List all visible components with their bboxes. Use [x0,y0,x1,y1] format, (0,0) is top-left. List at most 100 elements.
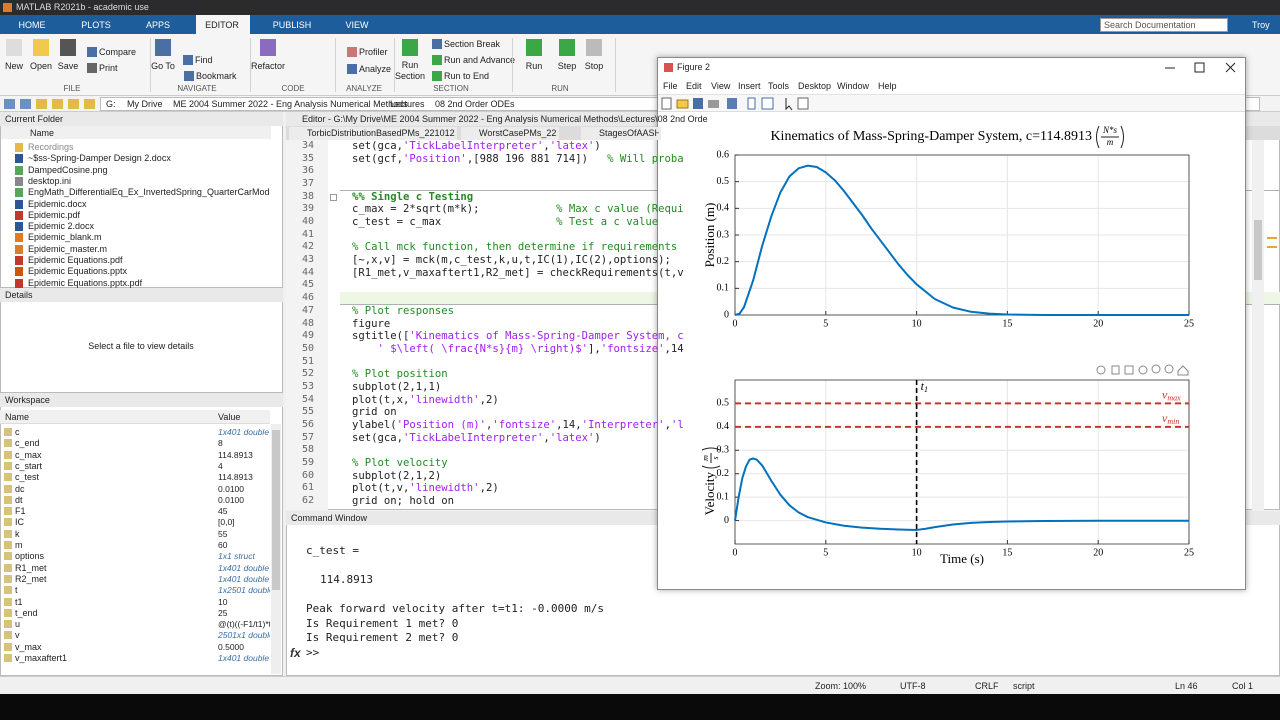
variable-name[interactable]: dc [15,483,25,494]
code-line[interactable]: figure [352,317,391,330]
toolstrip-button[interactable]: Compare [99,47,137,57]
ribbon-tab[interactable]: EDITOR [205,20,239,30]
nav-icon[interactable] [36,99,47,109]
variable-name[interactable]: m [15,540,23,550]
toolstrip-icon[interactable] [260,39,276,56]
file-entry[interactable]: Epidemic_master.m [28,243,108,254]
prompt-icon[interactable]: fx [290,646,301,660]
code-line[interactable]: grid on [352,406,397,419]
code-line[interactable]: ' $\left( \frac{N*s}{m} \right)$'],'font… [377,342,684,355]
close-button[interactable] [1225,62,1236,73]
scroll-thumb[interactable] [272,430,280,590]
new-icon[interactable] [661,97,672,110]
toolstrip-button[interactable]: New [4,61,24,71]
code-line[interactable]: [R1_met,v_maxaftert1,R2_met] = checkRequ… [352,266,684,279]
ribbon-tab[interactable]: PLOTS [81,20,111,30]
nav-icon[interactable] [20,99,31,109]
variable-name[interactable]: c_end [15,438,40,449]
nav-icon[interactable] [84,99,95,109]
code-line[interactable]: set(gcf,'Position',[988 196 881 714]) % … [352,152,684,165]
datatip-icon[interactable] [1111,365,1120,375]
variable-name[interactable]: t_end [15,607,38,618]
variable-name[interactable]: R2_met [15,573,47,584]
code-line[interactable]: subplot(2,1,1) [352,380,442,393]
pointer-icon[interactable] [785,98,793,111]
code-line[interactable]: % Plot position [352,368,448,381]
figure-menu-item[interactable]: Insert [738,81,761,91]
axes-toolbar[interactable] [1094,363,1190,377]
toolstrip-icon[interactable] [347,64,357,74]
variable-name[interactable]: t [15,585,18,596]
code-line[interactable]: % Plot responses [352,304,455,317]
command-prompt[interactable]: >> [306,646,320,659]
toolstrip-icon[interactable] [33,39,49,56]
variable-name[interactable]: t1 [15,596,23,607]
zoom-in-icon[interactable] [1151,364,1161,374]
toolstrip-icon[interactable] [402,39,418,56]
export-icon[interactable] [1096,365,1106,375]
file-entry[interactable]: EngMath_DifferentialEq_Ex_InvertedSpring… [28,187,270,198]
variable-name[interactable]: v_max [15,641,42,652]
code-line[interactable]: c_max = 2*sqrt(m*k); % Max c value (Requ… [352,203,684,216]
scrollbar[interactable] [1252,140,1264,510]
variable-name[interactable]: F1 [15,506,26,517]
code-line[interactable]: set(gca,'TickLabelInterpreter','latex') [352,140,601,152]
toolstrip-button[interactable]: Print [99,63,118,73]
code-line[interactable]: ylabel('Position (m)','fontsize',14,'Int… [352,418,684,431]
toolstrip-icon[interactable] [432,71,442,81]
toolstrip-button[interactable]: Section Break [444,39,501,49]
figure-menu-item[interactable]: Desktop [798,81,832,91]
open-icon[interactable] [676,99,689,109]
nav-icon[interactable] [52,99,63,109]
file-entry[interactable]: desktop.ini [28,175,72,186]
toolstrip-button[interactable]: Run [525,61,543,71]
toolstrip-button[interactable]: Run Section [394,60,426,81]
toolstrip-icon[interactable] [155,39,171,56]
figure-toolbar-icons[interactable] [660,96,810,111]
file-entry[interactable]: ~$ss-Spring-Damper Design 2.docx [28,153,171,164]
search-box[interactable] [1100,18,1228,32]
code-line[interactable]: %% Single c Testing [352,190,474,203]
code-line[interactable]: sgtitle(['Kinematics of Mass-Spring-Damp… [352,330,684,343]
file-entry[interactable]: Epidemic Equations.pptx [28,266,128,277]
variable-name[interactable]: v_maxaftert1 [15,653,68,663]
file-entry[interactable]: Epidemic 2.docx [28,221,95,232]
address-segment[interactable]: My Drive [127,99,163,109]
editor-tab[interactable] [461,127,559,140]
code-line[interactable]: c_test = c_max % Test a c value [352,216,659,229]
variable-name[interactable]: R1_met [15,562,47,573]
toolstrip-icon[interactable] [87,63,97,73]
figure-menu-item[interactable]: View [711,81,731,91]
toolstrip-button[interactable]: Run and Advance [444,55,516,65]
toolstrip-button[interactable]: Go To [151,61,175,71]
window-controls[interactable] [1160,60,1244,76]
toolstrip-button[interactable]: Profiler [359,47,388,57]
address-segment[interactable]: ME 2004 Summer 2022 - Eng Analysis Numer… [173,99,408,109]
variable-name[interactable]: dt [15,494,23,505]
ribbon-tab[interactable]: APPS [145,20,171,30]
pan-icon[interactable] [1138,365,1148,375]
toolstrip-icon[interactable] [432,39,442,49]
figure-menu-item[interactable]: Help [878,81,897,91]
editor-tab[interactable] [289,127,457,140]
ribbon-tab[interactable]: VIEW [345,20,369,30]
file-entry[interactable]: Epidemic Equations.pptx.pdf [28,277,143,288]
nav-icon[interactable] [68,99,79,109]
brush-icon[interactable] [1124,365,1134,375]
toolstrip-icon[interactable] [184,71,194,81]
toolstrip-button[interactable]: Analyze [359,64,392,74]
property-icon[interactable] [797,97,809,110]
variable-name[interactable]: u [15,619,21,630]
file-entry[interactable]: Epidemic.pdf [28,209,81,220]
zoom-out-icon[interactable] [1164,364,1174,374]
toolstrip-icon[interactable] [6,39,22,56]
variable-name[interactable]: c_test [15,472,40,483]
link-icon[interactable] [727,98,737,109]
code-line[interactable]: set(gca,'TickLabelInterpreter','latex') [352,431,601,444]
editor-tab-label[interactable]: WorstCasePMs_221001.m [479,128,557,138]
address-segment[interactable]: Lectures [390,99,425,109]
toolstrip-icon[interactable] [559,39,575,56]
code-line[interactable]: grid on; hold on [352,495,455,508]
code-line[interactable]: plot(t,v,'linewidth',2) [352,482,499,495]
file-entry[interactable]: DampedCosine.png [28,164,108,175]
